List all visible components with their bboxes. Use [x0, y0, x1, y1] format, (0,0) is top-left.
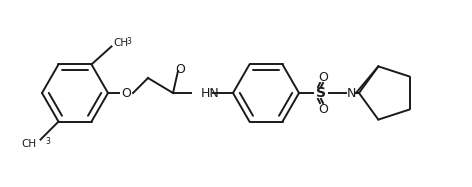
Text: O: O — [121, 87, 131, 99]
Text: 3: 3 — [126, 37, 131, 46]
Text: N: N — [346, 87, 356, 99]
Text: O: O — [175, 62, 185, 76]
Text: O: O — [318, 70, 328, 84]
Text: HN: HN — [201, 87, 220, 99]
Text: 3: 3 — [46, 137, 51, 145]
Text: O: O — [318, 102, 328, 116]
Text: S: S — [316, 86, 326, 100]
Text: CH: CH — [113, 38, 129, 48]
Text: CH: CH — [21, 139, 36, 149]
